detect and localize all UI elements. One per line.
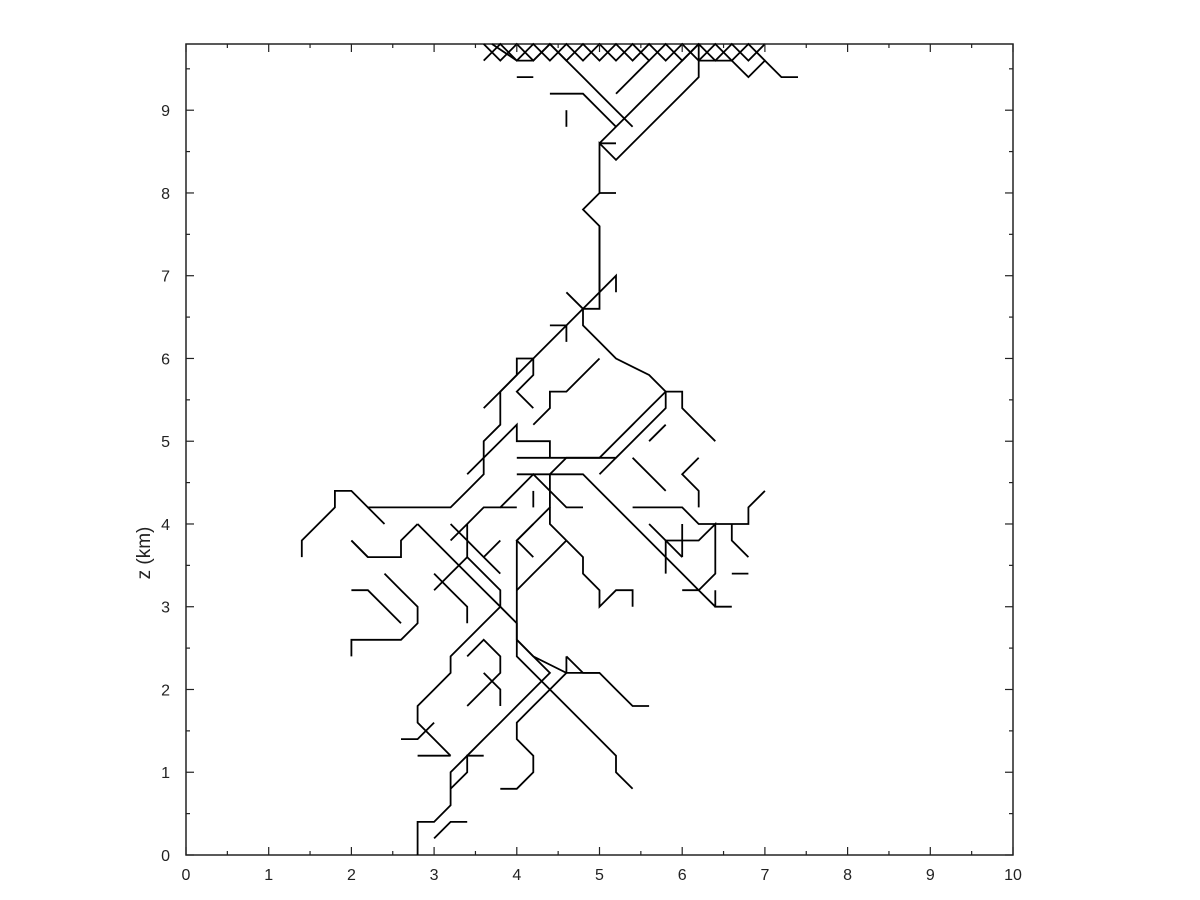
channel-branch-32 xyxy=(449,523,501,575)
x-tick-label: 0 xyxy=(182,867,191,884)
y-tick-label: 6 xyxy=(161,351,170,368)
channel-branch-39 xyxy=(401,721,435,740)
channel-branch-50 xyxy=(680,457,700,508)
y-tick-label: 9 xyxy=(161,103,170,120)
y-tick-label: 8 xyxy=(161,186,170,203)
channel-branch-18 xyxy=(664,521,717,592)
x-tick-label: 5 xyxy=(595,867,604,884)
channel-branch-38 xyxy=(483,672,502,706)
channel-branch-0 xyxy=(416,44,700,855)
channel-branch-15 xyxy=(466,422,551,475)
channel-branch-27 xyxy=(532,357,601,426)
y-tick-label: 7 xyxy=(161,269,170,286)
series-layer xyxy=(300,42,798,855)
channel-branch-26 xyxy=(466,638,502,707)
y-tick-label: 0 xyxy=(161,848,170,865)
channel-branch-5 xyxy=(416,523,634,790)
y-tick-label: 2 xyxy=(161,682,170,699)
channel-branch-41 xyxy=(549,92,617,128)
x-tick-label: 6 xyxy=(678,867,687,884)
channel-branch-22 xyxy=(350,572,419,657)
x-tick-label: 1 xyxy=(264,867,273,884)
x-tick-label: 10 xyxy=(1004,867,1022,884)
x-tick-label: 7 xyxy=(760,867,769,884)
channel-branch-28 xyxy=(648,523,683,558)
y-tick-label: 3 xyxy=(161,600,170,617)
channel-branch-31 xyxy=(515,523,534,558)
channel-branch-49 xyxy=(648,424,667,442)
channel-branch-42 xyxy=(615,59,650,95)
ticks-layer xyxy=(185,44,1014,856)
channel-branch-25 xyxy=(500,656,568,790)
channel-branch-14 xyxy=(449,473,583,542)
channel-branch-57 xyxy=(350,539,369,558)
channel-branch-19 xyxy=(714,590,732,608)
channel-branch-13 xyxy=(483,357,535,409)
channel-branch-10 xyxy=(698,59,798,79)
channel-branch-17 xyxy=(516,539,568,591)
x-tick-label: 3 xyxy=(430,867,439,884)
channel-branch-23 xyxy=(350,523,419,558)
channel-branch-37 xyxy=(449,754,484,790)
channel-branch-3 xyxy=(516,390,716,459)
channel-branch-29 xyxy=(631,457,667,492)
channel-branch-34 xyxy=(565,655,600,674)
channel-branch-36 xyxy=(433,821,468,840)
x-tick-label: 8 xyxy=(843,867,852,884)
y-tick-label: 5 xyxy=(161,434,170,451)
y-tick-label: 1 xyxy=(161,765,170,782)
x-tick-label: 9 xyxy=(926,867,935,884)
channel-branch-24 xyxy=(351,589,402,624)
x-tick-label: 2 xyxy=(347,867,356,884)
channel-branch-6 xyxy=(416,555,502,757)
channel-branch-58 xyxy=(367,506,386,525)
channel-branch-21 xyxy=(730,524,750,558)
channel-branch-12 xyxy=(483,42,766,62)
channel-branch-4 xyxy=(632,490,766,525)
x-tick-label: 4 xyxy=(512,867,521,884)
channel-branch-46 xyxy=(565,291,584,310)
tick-labels-layer: 0 1 2 3 4 5 6 7 8 9 10 0 1 2 3 4 5 6 7 8 9 xyxy=(161,103,1022,884)
channel-branch-52 xyxy=(598,457,617,475)
y-axis-label: z (km) xyxy=(134,527,155,580)
y-tick-label: 4 xyxy=(161,517,170,534)
channel-branch-47 xyxy=(598,273,617,293)
channel-branch-1 xyxy=(300,226,601,558)
channel-branch-54 xyxy=(483,539,501,558)
channel-branch-30 xyxy=(549,507,568,542)
channel-branch-16 xyxy=(565,539,634,609)
channel-branch-33 xyxy=(433,572,469,624)
channel-branch-48 xyxy=(549,324,568,342)
channel-branch-2 xyxy=(516,473,716,608)
